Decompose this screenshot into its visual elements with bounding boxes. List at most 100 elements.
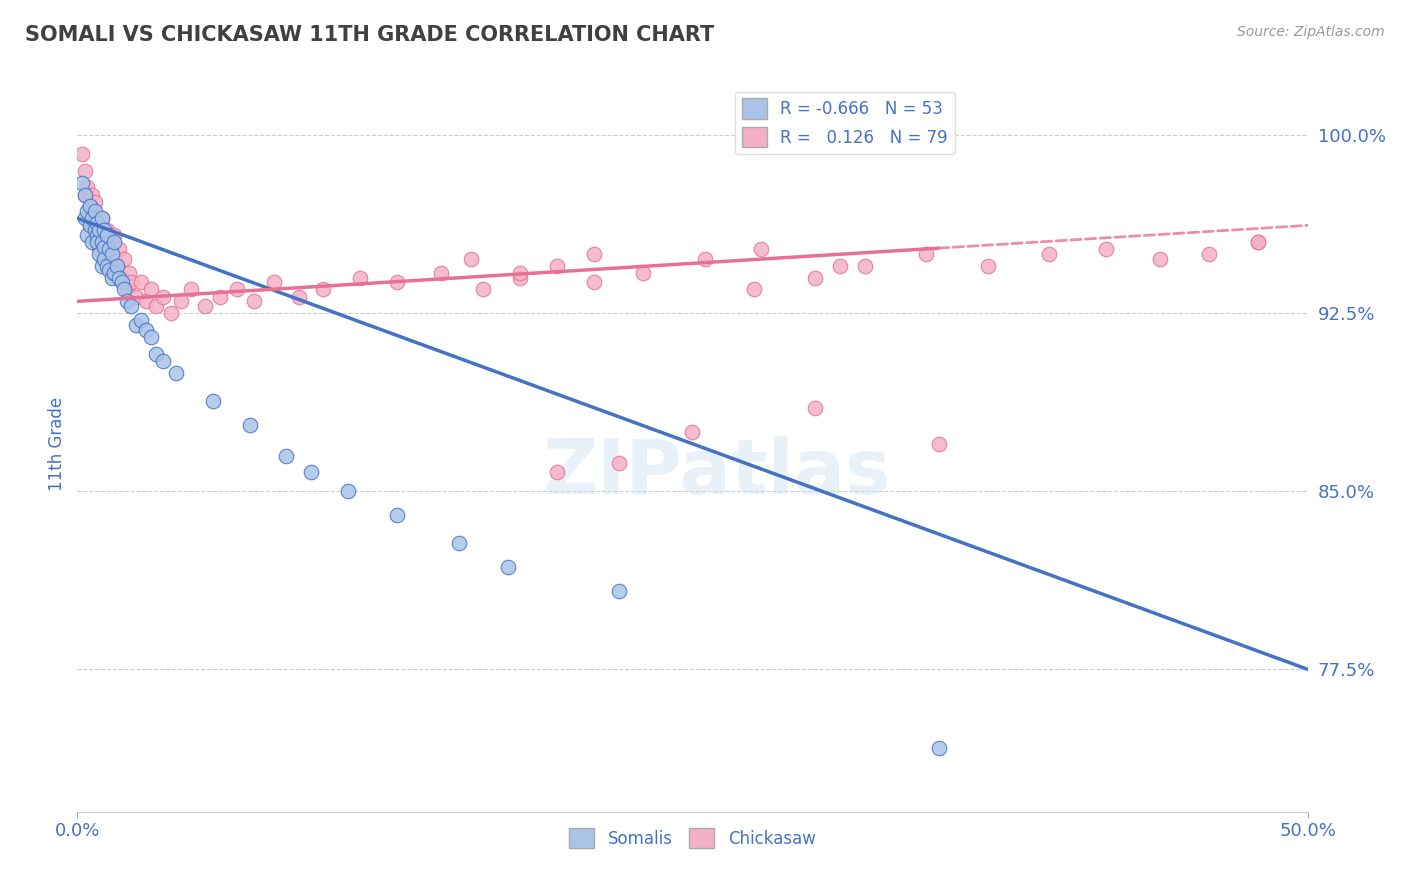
Point (105, 259, 128, 273)
Point (546, 465, 568, 479)
Point (129, 276, 153, 290)
Point (111, 270, 132, 285)
Point (96, 223, 118, 237)
Point (145, 299, 167, 313)
Point (693, 252, 716, 266)
Point (103, 227, 125, 242)
Point (82, 187, 104, 202)
Point (135, 323, 157, 337)
Point (928, 436, 950, 450)
Point (79, 199, 101, 213)
Point (180, 283, 202, 297)
Point (583, 247, 606, 261)
Point (1198, 247, 1220, 261)
Point (509, 270, 531, 285)
Point (460, 252, 482, 266)
Point (583, 276, 606, 290)
Point (1247, 235, 1270, 249)
Point (98, 242, 121, 256)
Point (83, 223, 105, 237)
Point (1149, 252, 1171, 266)
Point (86, 227, 108, 242)
Point (170, 294, 193, 309)
Point (1038, 247, 1060, 261)
Point (152, 289, 174, 303)
Point (853, 259, 876, 273)
Point (472, 283, 495, 297)
Point (165, 366, 187, 380)
Point (82, 211, 104, 226)
Point (509, 266, 531, 280)
Point (141, 283, 163, 297)
Point (977, 259, 1000, 273)
Point (89, 247, 111, 261)
Point (83, 211, 105, 226)
Point (830, 259, 852, 273)
Point (103, 235, 125, 249)
Point (430, 266, 453, 280)
Point (79, 219, 101, 233)
Point (915, 247, 938, 261)
Point (90, 235, 114, 249)
Point (73, 163, 96, 178)
Point (79, 199, 101, 213)
Point (86, 219, 108, 233)
Point (152, 353, 174, 368)
Point (546, 259, 568, 273)
Point (86, 216, 108, 230)
Point (607, 456, 630, 470)
Point (82, 204, 104, 219)
Point (243, 294, 266, 309)
Point (496, 560, 519, 574)
Point (96, 259, 118, 273)
Point (209, 289, 232, 303)
Point (118, 266, 141, 280)
Point (751, 242, 773, 256)
Point (73, 187, 96, 202)
Point (90, 211, 114, 226)
Point (89, 223, 111, 237)
Point (145, 346, 167, 360)
Point (86, 235, 108, 249)
Point (103, 266, 125, 280)
Point (76, 180, 98, 194)
Point (93, 223, 115, 237)
Point (98, 242, 121, 256)
Point (98, 259, 121, 273)
Point (86, 235, 108, 249)
Legend: Somalis, Chickasaw: Somalis, Chickasaw (562, 822, 823, 855)
Point (263, 276, 285, 290)
Point (112, 252, 135, 266)
Y-axis label: 11th Grade: 11th Grade (48, 397, 66, 491)
Point (82, 235, 104, 249)
Point (103, 252, 125, 266)
Point (682, 425, 704, 439)
Point (239, 417, 262, 432)
Point (93, 252, 115, 266)
Point (112, 283, 135, 297)
Text: SOMALI VS CHICKASAW 11TH GRADE CORRELATION CHART: SOMALI VS CHICKASAW 11TH GRADE CORRELATI… (25, 25, 714, 45)
Point (804, 401, 827, 416)
Point (96, 240, 118, 254)
Point (105, 259, 128, 273)
Point (121, 299, 143, 313)
Point (633, 266, 655, 280)
Point (89, 242, 111, 256)
Point (111, 276, 132, 290)
Point (337, 484, 360, 499)
Point (121, 276, 143, 290)
Point (108, 270, 131, 285)
Point (90, 211, 114, 226)
Point (141, 330, 163, 344)
Point (115, 294, 138, 309)
Point (349, 270, 371, 285)
Point (742, 283, 765, 297)
Point (70, 176, 93, 190)
Point (93, 235, 115, 249)
Point (70, 147, 93, 161)
Point (115, 283, 138, 297)
Point (96, 227, 118, 242)
Point (108, 242, 131, 256)
Point (928, 740, 950, 755)
Point (83, 194, 105, 209)
